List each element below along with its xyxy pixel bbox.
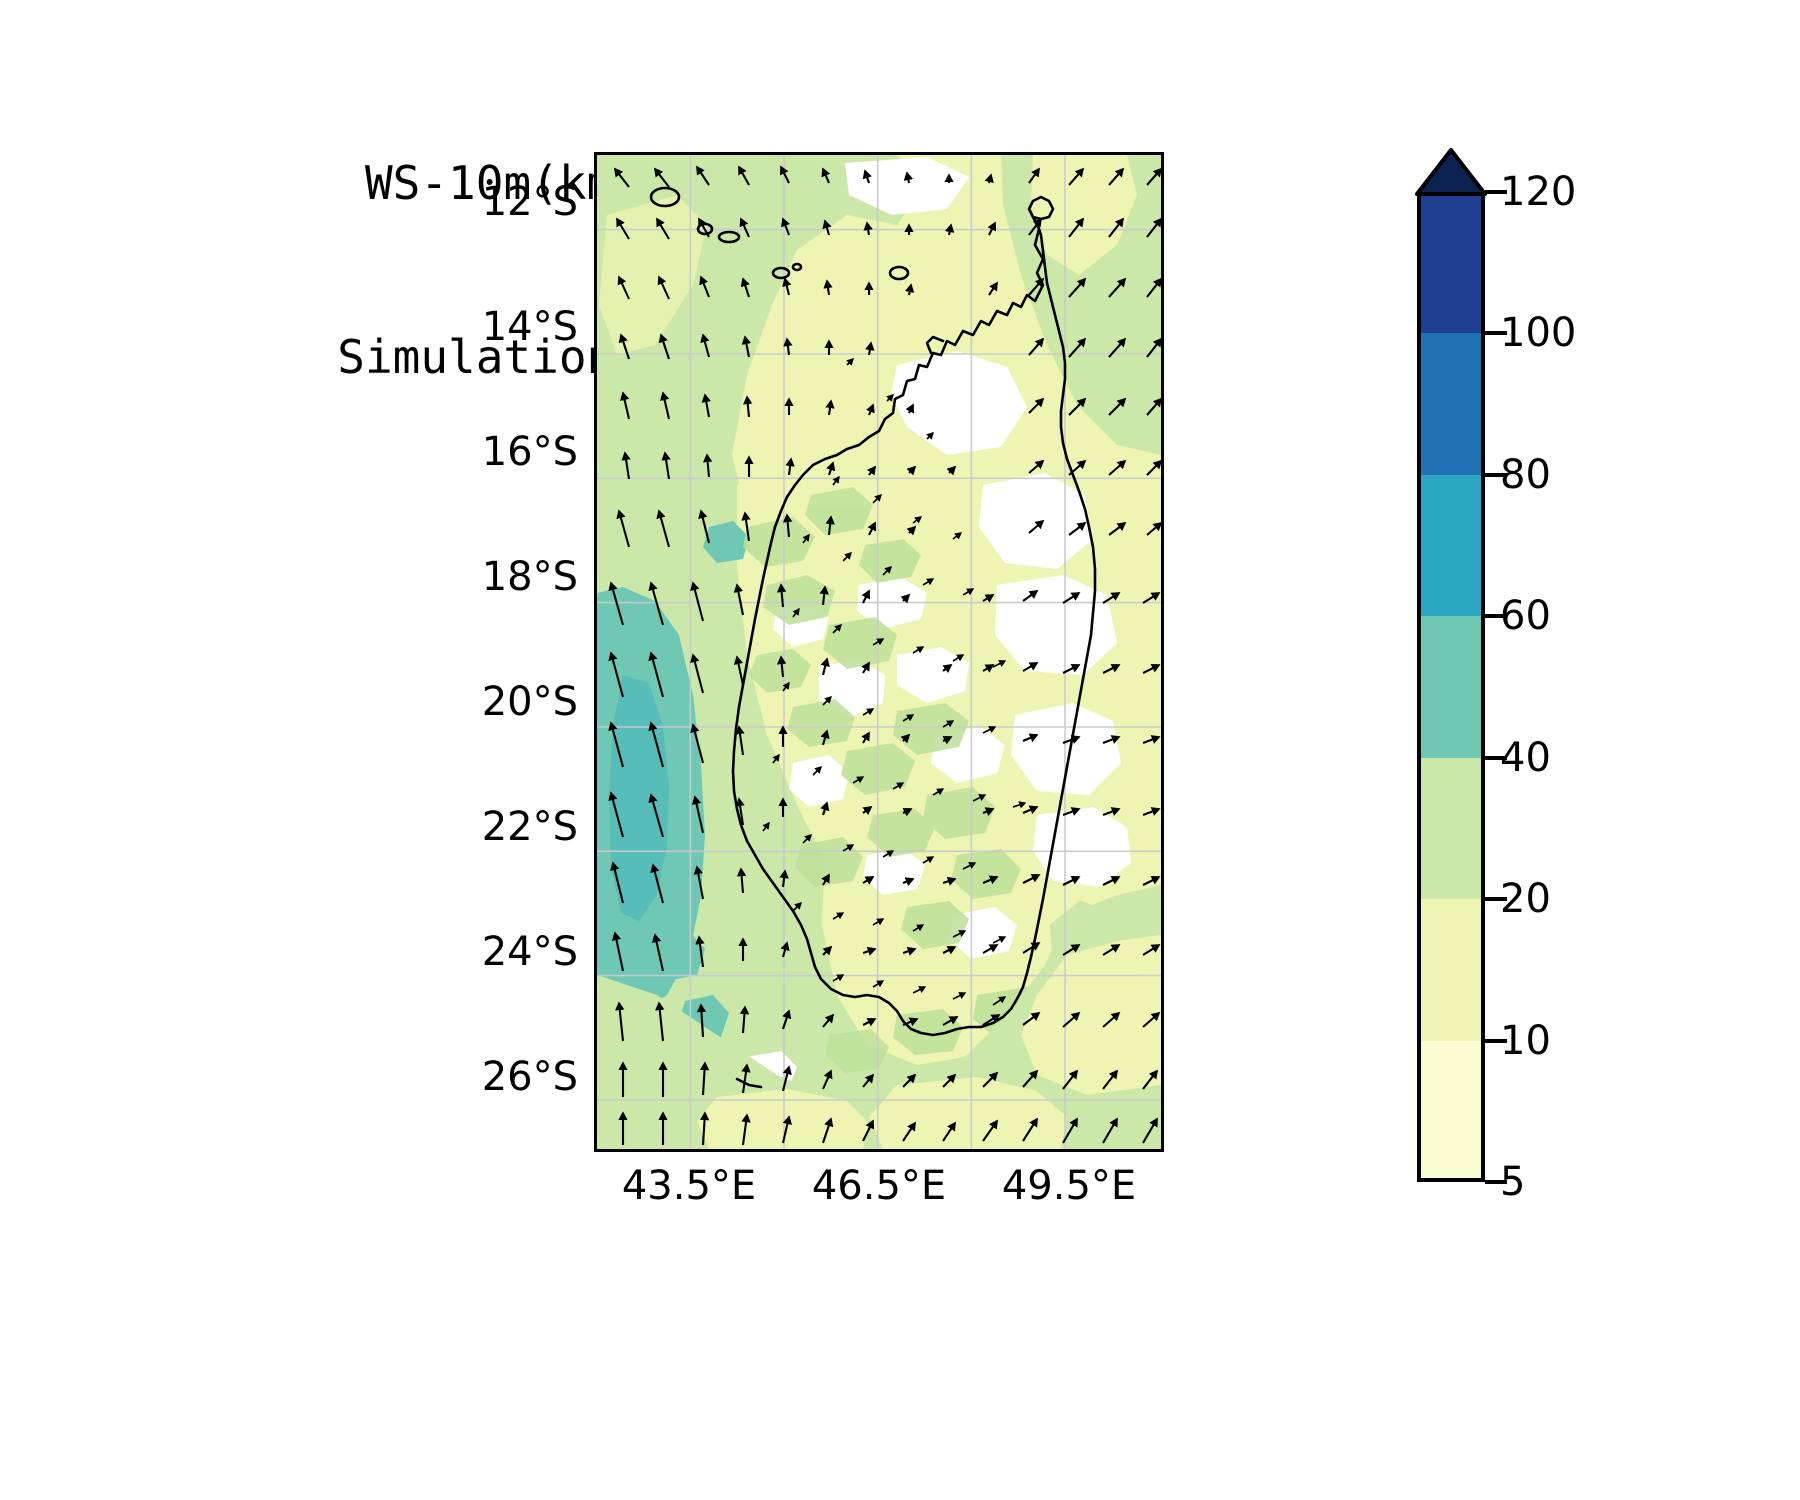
colorbar-extend-arrow [1415, 148, 1487, 196]
colorbar-tick-mark [1485, 190, 1507, 194]
colorbar-tick-mark [1485, 331, 1507, 336]
colorbar-tick-label: 10 [1500, 1017, 1551, 1064]
colorbar-tick-mark [1485, 1180, 1507, 1184]
colorbar-tick-mark [1485, 472, 1507, 477]
map-plot-area[interactable] [594, 152, 1164, 1152]
y-tick-label: 18°S [481, 554, 578, 600]
colorbar-segment [1417, 192, 1485, 334]
colorbar-tick-mark [1485, 1038, 1507, 1043]
wind-vector-field-inland [762, 358, 1027, 1006]
colorbar-tick-mark [1485, 897, 1507, 902]
colorbar-tick-label: 120 [1500, 169, 1577, 215]
colorbar-tick-label: 80 [1500, 451, 1551, 498]
colorbar-tick-mark [1485, 614, 1507, 619]
x-tick-label: 49.5°E [1001, 1163, 1137, 1209]
wind-vector-field [608, 165, 1161, 1146]
colorbar-segment [1417, 474, 1485, 617]
y-tick-label: 22°S [481, 804, 578, 850]
colorbar-tick-label: 5 [1500, 1159, 1526, 1205]
colorbar-segment [1417, 1040, 1485, 1182]
colorbar-segment [1417, 616, 1485, 758]
colorbar-segment [1417, 333, 1485, 475]
colorbar-segment [1417, 757, 1485, 900]
colorbar-segment [1417, 899, 1485, 1041]
y-tick-label: 20°S [481, 679, 578, 725]
colorbar-tick-mark [1485, 755, 1507, 760]
x-tick-label: 43.5°E [621, 1163, 757, 1209]
colorbar[interactable] [1417, 192, 1485, 1182]
y-tick-label: 26°S [481, 1054, 578, 1100]
y-tick-label: 12°S [481, 179, 578, 225]
y-tick-label: 14°S [481, 304, 578, 350]
colorbar-tick-label: 100 [1500, 310, 1577, 357]
colorbar-tick-label: 40 [1500, 734, 1551, 781]
colorbar-tick-label: 20 [1500, 876, 1551, 923]
x-tick-label: 46.5°E [811, 1163, 947, 1209]
y-tick-label: 24°S [481, 929, 578, 975]
colorbar-tick-label: 60 [1500, 593, 1551, 640]
y-tick-label: 16°S [481, 429, 578, 475]
